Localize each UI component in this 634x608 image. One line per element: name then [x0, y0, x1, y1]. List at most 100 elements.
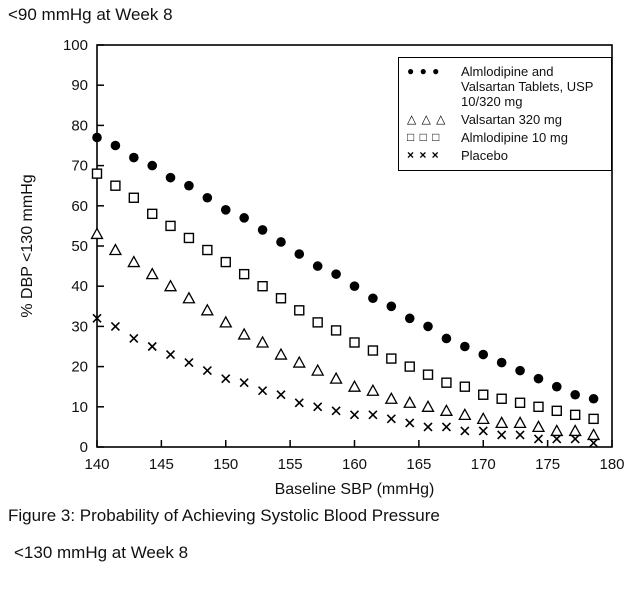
y-tick-label: 30 [71, 318, 88, 335]
data-point [349, 281, 360, 292]
data-point [497, 430, 507, 440]
data-point [515, 365, 525, 376]
data-point [570, 434, 580, 444]
data-point [441, 333, 452, 344]
figure-caption-line2: <130 mmHg at Week 8 [14, 543, 189, 562]
data-point [552, 434, 562, 444]
data-point [128, 192, 140, 203]
series-x-cross [92, 313, 599, 448]
data-point [347, 379, 362, 392]
data-point [570, 389, 580, 400]
data-point [276, 390, 286, 400]
y-tick-label: 10 [71, 399, 88, 416]
data-point [239, 213, 249, 223]
data-point [274, 347, 288, 360]
y-tick-label: 80 [71, 117, 88, 134]
data-point [145, 267, 159, 280]
x-tick-label: 160 [342, 456, 367, 473]
data-point [404, 361, 415, 372]
data-point [219, 315, 233, 328]
data-point [441, 377, 452, 388]
data-point [515, 430, 525, 440]
data-point [147, 341, 157, 352]
data-point [439, 403, 454, 416]
data-point [422, 369, 434, 380]
data-point [110, 140, 121, 151]
data-point [202, 366, 212, 376]
legend-item-combination: ● ● ● Almlodipine and Valsartan Tablets,… [407, 64, 605, 109]
data-point [294, 305, 305, 316]
data-point [533, 373, 544, 384]
data-point [367, 345, 379, 356]
y-tick-label: 90 [71, 77, 88, 94]
data-point [459, 381, 471, 392]
data-point [496, 357, 507, 368]
data-point [386, 414, 396, 424]
data-point [165, 172, 176, 183]
y-tick-label: 60 [71, 198, 88, 215]
data-point [255, 335, 270, 348]
data-point [366, 383, 380, 396]
data-point [258, 386, 268, 396]
x-tick-label: 165 [406, 456, 431, 473]
y-tick-label: 100 [63, 37, 88, 54]
data-point [331, 269, 341, 279]
data-point [589, 438, 599, 448]
data-point [460, 341, 470, 352]
data-point [237, 327, 251, 340]
data-point [495, 416, 509, 429]
previous-figure-caption-fragment: <90 mmHg at Week 8 [8, 5, 173, 24]
data-point [476, 412, 490, 425]
data-point [569, 409, 581, 421]
data-point [423, 422, 433, 432]
data-point [165, 349, 176, 360]
data-point [386, 353, 397, 364]
data-point [129, 333, 139, 344]
data-point [330, 325, 342, 336]
legend-item-placebo: × × × Placebo [407, 148, 605, 163]
legend-label: Almlodipine 10 mg [461, 130, 568, 145]
data-point [311, 363, 325, 376]
data-point [331, 406, 341, 416]
x-axis: 140 145 150 155 160 165 170 175 180 [84, 440, 625, 473]
y-tick-label: 50 [71, 238, 88, 255]
data-point [441, 422, 451, 432]
data-point [184, 180, 194, 191]
data-point [478, 426, 488, 436]
data-point [368, 410, 378, 420]
data-point [294, 398, 304, 408]
data-point [513, 416, 527, 429]
legend-label: Valsartan 320 mg [461, 112, 562, 127]
series-filled-circle [92, 132, 599, 404]
data-point [108, 243, 123, 256]
legend-label: Placebo [461, 148, 508, 163]
data-point [294, 249, 305, 259]
legend-item-valsartan: △ △ △ Valsartan 320 mg [407, 112, 605, 127]
chart-legend: ● ● ● Almlodipine and Valsartan Tablets,… [398, 57, 612, 171]
data-point [405, 418, 415, 428]
data-point [183, 232, 195, 244]
data-point [202, 244, 213, 256]
data-point [368, 293, 378, 304]
y-tick-label: 70 [71, 158, 88, 175]
data-point [568, 424, 582, 437]
square-icon: □ □ □ [407, 130, 441, 144]
data-point [127, 255, 141, 268]
y-axis: 0 10 20 30 40 50 60 70 80 90 100 [63, 37, 104, 456]
data-point [478, 349, 489, 360]
series-open-triangle [90, 227, 601, 441]
data-point [238, 268, 250, 280]
triangle-icon: △ △ △ [407, 112, 447, 126]
data-point [349, 410, 360, 420]
data-point [202, 192, 213, 203]
data-point [458, 407, 472, 420]
data-point [184, 358, 194, 368]
data-point [221, 374, 231, 384]
data-point [92, 132, 102, 143]
data-point [551, 405, 562, 417]
chart-canvas: 0 10 20 30 40 50 60 70 80 90 100 140 145 150 155 160 165… [19, 37, 625, 498]
data-point [403, 395, 417, 408]
data-point [312, 261, 323, 271]
x-tick-label: 180 [599, 456, 624, 473]
